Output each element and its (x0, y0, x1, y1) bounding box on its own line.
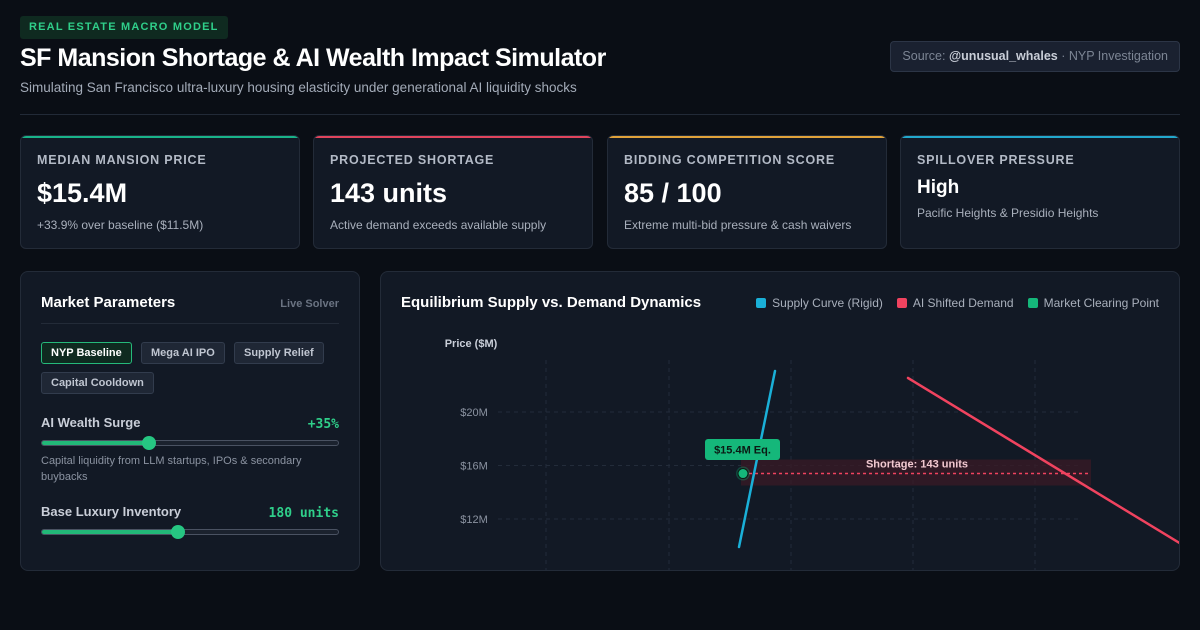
page-title: SF Mansion Shortage & AI Wealth Impact S… (20, 44, 606, 72)
legend-swatch (1027, 298, 1038, 308)
kpi-projected-shortage: PROJECTED SHORTAGE 143 units Active dema… (313, 135, 593, 249)
equilibrium-chart: Price ($M) $20M $16M $12M Shortage: 143 un… (445, 338, 1179, 570)
base-inventory-slider[interactable] (41, 525, 339, 539)
slider-handle[interactable] (141, 436, 156, 450)
source-suffix: · NYP Investigation (1061, 49, 1168, 63)
kpi-spillover-pressure: SPILLOVER PRESSURE High Pacific Heights … (900, 135, 1180, 249)
kpi-label: MEDIAN MANSION PRICE (37, 153, 207, 167)
market-parameters-panel: Market Parameters Live Solver NYP Baseli… (20, 271, 360, 571)
slider-help-ai-wealth: Capital liquidity from LLM startups, IPO… (41, 455, 302, 483)
live-solver-tag: Live Solver (280, 298, 339, 310)
legend-item-demand: AI Shifted Demand (896, 296, 1014, 310)
kpi-label: BIDDING COMPETITION SCORE (624, 153, 835, 167)
source-prefix: Source: (902, 49, 946, 63)
equilibrium-point (737, 468, 749, 480)
legend-item-supply: Supply Curve (Rigid) (756, 296, 883, 310)
equilibrium-chart-panel: Equilibrium Supply vs. Demand Dynamics S… (380, 271, 1180, 571)
kpi-bidding-score: BIDDING COMPETITION SCORE 85 / 100 Extre… (607, 135, 887, 249)
chart-legend: Supply Curve (Rigid) AI Shifted Demand M… (756, 296, 1159, 310)
kpi-label: SPILLOVER PRESSURE (917, 153, 1075, 167)
slider-handle[interactable] (171, 525, 186, 539)
shortage-band-fill (741, 459, 1091, 486)
model-badge: REAL ESTATE MACRO MODEL (20, 16, 228, 39)
kpi-median-price: MEDIAN MANSION PRICE $15.4M +33.9% over … (20, 135, 300, 249)
header-divider (20, 114, 1180, 115)
demand-curve-line (906, 376, 1179, 545)
ai-wealth-slider[interactable] (41, 436, 339, 450)
legend-label: Market Clearing Point (1043, 296, 1159, 310)
slider-value-ai-wealth: +35% (307, 417, 339, 432)
source-badge[interactable]: Source: @unusual_whales · NYP Investigat… (890, 41, 1180, 72)
kpi-note: Active demand exceeds available supply (330, 218, 547, 232)
legend-label: Supply Curve (Rigid) (772, 296, 883, 310)
kpi-label: PROJECTED SHORTAGE (330, 153, 495, 167)
kpi-value: High (917, 177, 960, 198)
page-subtitle: Simulating San Francisco ultra-luxury ho… (20, 80, 577, 95)
kpi-note: Pacific Heights & Presidio Heights (917, 206, 1099, 220)
y-axis-ticks: $20M $16M $12M (460, 407, 488, 526)
kpi-value: 85 / 100 (624, 178, 722, 208)
legend-label: AI Shifted Demand (912, 296, 1014, 310)
scenario-capital-cooldown[interactable]: Capital Cooldown (41, 372, 154, 394)
y-tick-label: $16M (460, 461, 488, 473)
shortage-band: Shortage: 143 units (741, 459, 1091, 486)
chart-title: Equilibrium Supply vs. Demand Dynamics (401, 294, 702, 311)
equilibrium-label: $15.4M Eq. (714, 445, 771, 457)
panel-divider (41, 323, 339, 324)
shortage-label: Shortage: 143 units (866, 459, 968, 471)
y-tick-label: $12M (460, 514, 488, 526)
kpi-note: Extreme multi-bid pressure & cash waiver… (624, 218, 852, 232)
kpi-value: $15.4M (37, 178, 128, 208)
scenario-nyp-baseline[interactable]: NYP Baseline (41, 342, 132, 364)
legend-swatch (896, 298, 907, 308)
slider-label-base-inventory: Base Luxury Inventory (41, 504, 182, 519)
slider-fill (42, 441, 149, 445)
kpi-value: 143 units (330, 178, 448, 208)
scenario-mega-ai-ipo[interactable]: Mega AI IPO (141, 342, 225, 364)
y-axis-label: Price ($M) (445, 338, 498, 350)
equilibrium-marker: $15.4M Eq. (705, 439, 780, 481)
y-tick-label: $20M (460, 407, 488, 419)
slider-label-ai-wealth: AI Wealth Surge (41, 415, 141, 430)
kpi-note: +33.9% over baseline ($11.5M) (37, 218, 204, 232)
equilibrium-label-bg (705, 439, 780, 460)
legend-item-clearing: Market Clearing Point (1027, 296, 1159, 310)
scenario-supply-relief[interactable]: Supply Relief (234, 342, 324, 364)
source-handle[interactable]: @unusual_whales (948, 49, 1058, 63)
slider-value-base-inventory: 180 units (268, 506, 339, 521)
slider-fill (42, 530, 179, 534)
legend-swatch (756, 298, 767, 308)
panel-title: Market Parameters (41, 294, 176, 311)
